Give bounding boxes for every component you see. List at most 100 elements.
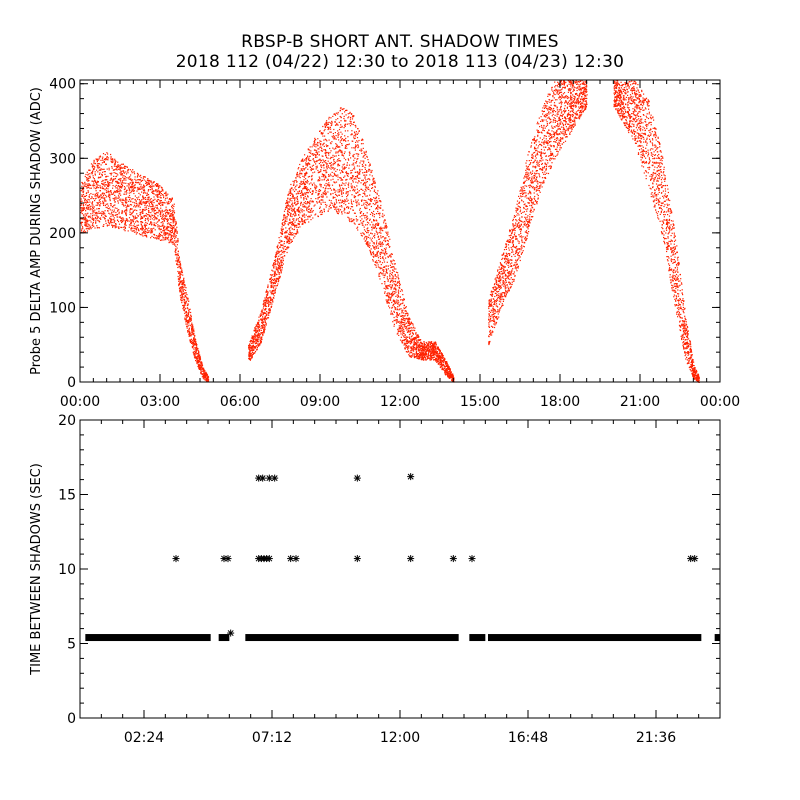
data-point xyxy=(294,200,296,202)
data-point xyxy=(365,238,368,240)
data-point xyxy=(206,377,208,379)
data-point xyxy=(139,179,141,181)
data-point xyxy=(301,160,303,162)
data-point xyxy=(360,222,362,224)
data-point xyxy=(97,177,100,179)
data-point xyxy=(149,204,151,206)
data-point xyxy=(112,158,114,160)
data-point xyxy=(94,184,96,187)
data-point xyxy=(120,173,122,175)
data-point xyxy=(250,346,252,348)
data-point xyxy=(350,172,352,174)
data-point xyxy=(298,220,300,222)
data-point xyxy=(177,259,179,261)
data-point xyxy=(159,239,162,241)
data-point xyxy=(281,257,283,259)
data-point xyxy=(357,171,359,173)
data-point xyxy=(293,229,295,231)
data-point xyxy=(131,227,133,229)
data-point xyxy=(265,308,267,310)
data-point xyxy=(135,200,137,202)
data-point xyxy=(123,229,125,231)
data-point xyxy=(319,184,321,186)
data-point xyxy=(89,184,91,186)
data-point xyxy=(281,251,283,253)
data-point xyxy=(197,357,199,360)
data-point xyxy=(272,301,274,303)
data-point xyxy=(265,301,267,303)
data-point xyxy=(340,136,342,138)
data-point xyxy=(359,168,361,170)
data-point xyxy=(354,195,357,198)
data-point xyxy=(257,332,259,334)
data-point xyxy=(155,190,157,192)
data-point xyxy=(308,151,310,153)
data-point xyxy=(110,204,112,206)
data-point xyxy=(302,170,304,172)
data-point xyxy=(289,242,291,244)
data-point xyxy=(143,189,145,191)
data-point xyxy=(92,218,94,221)
data-point xyxy=(264,328,266,331)
data-point xyxy=(140,184,142,186)
data-point xyxy=(142,208,144,211)
data-point xyxy=(350,157,352,159)
data-point xyxy=(83,230,85,233)
data-point xyxy=(296,210,298,212)
data-point xyxy=(150,201,152,203)
data-point xyxy=(153,181,155,183)
data-point xyxy=(309,200,311,202)
data-point xyxy=(148,211,150,213)
data-point xyxy=(88,205,90,207)
data-point xyxy=(151,230,154,232)
data-point xyxy=(178,280,180,282)
data-point xyxy=(317,215,319,217)
data-point xyxy=(333,188,335,190)
data-point xyxy=(254,347,256,349)
data-point xyxy=(85,224,87,226)
data-point xyxy=(181,297,183,299)
data-point xyxy=(334,208,336,210)
data-point xyxy=(325,187,327,190)
data-point xyxy=(128,186,130,188)
data-point xyxy=(264,297,266,299)
data-point xyxy=(198,356,200,358)
data-point xyxy=(297,223,299,225)
data-point xyxy=(136,209,138,212)
data-point xyxy=(369,224,371,226)
data-point xyxy=(255,330,257,333)
data-point xyxy=(310,198,312,200)
data-point xyxy=(184,284,186,287)
data-point xyxy=(109,179,111,181)
data-point xyxy=(195,350,197,352)
data-point xyxy=(361,224,363,226)
data-point xyxy=(186,313,188,315)
data-point xyxy=(357,191,359,194)
data-point xyxy=(371,226,373,228)
data-point xyxy=(324,189,326,192)
data-point xyxy=(305,171,307,173)
data-point xyxy=(107,157,109,159)
data-point xyxy=(321,175,323,178)
data-point xyxy=(134,195,136,197)
data-point xyxy=(265,322,267,324)
data-point xyxy=(284,232,286,234)
data-point xyxy=(338,160,340,162)
data-point xyxy=(254,336,256,338)
data-point xyxy=(176,226,178,228)
data-point xyxy=(262,330,265,333)
data-point xyxy=(370,200,372,202)
data-point xyxy=(184,315,186,317)
data-point xyxy=(185,289,187,291)
data-point xyxy=(289,232,292,234)
data-point xyxy=(346,178,348,181)
data-point xyxy=(110,215,112,218)
data-point xyxy=(289,205,291,207)
data-point xyxy=(126,206,128,208)
data-point xyxy=(182,282,184,284)
data-point xyxy=(328,174,330,176)
data-point xyxy=(293,224,296,226)
data-point xyxy=(367,217,369,219)
data-point xyxy=(257,321,259,323)
data-point xyxy=(343,167,345,169)
